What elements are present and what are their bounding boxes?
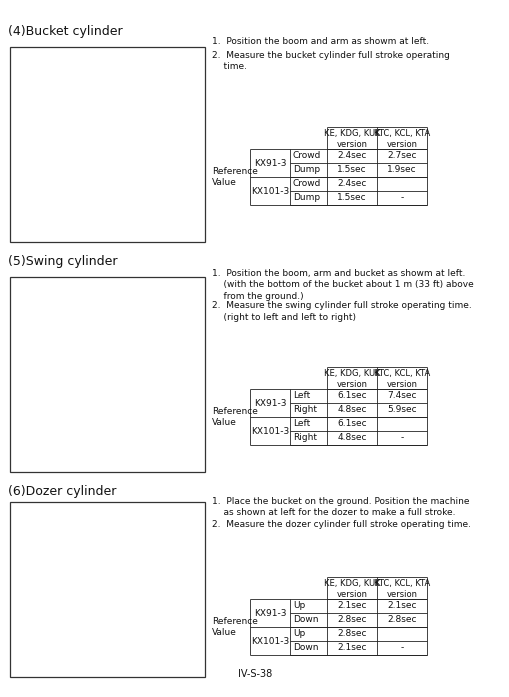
Text: (6)Dozer cylinder: (6)Dozer cylinder — [8, 485, 116, 498]
Text: Right: Right — [293, 406, 317, 415]
Text: KX101-3: KX101-3 — [250, 636, 289, 645]
Text: 2.  Measure the swing cylinder full stroke operating time.
    (right to left an: 2. Measure the swing cylinder full strok… — [212, 302, 471, 322]
Text: 2.4sec: 2.4sec — [336, 180, 366, 188]
Bar — [10, 502, 205, 677]
Text: (4)Bucket cylinder: (4)Bucket cylinder — [8, 25, 122, 38]
Text: KX101-3: KX101-3 — [250, 427, 289, 436]
Text: 6.1sec: 6.1sec — [336, 392, 366, 401]
Text: 5.9sec: 5.9sec — [386, 406, 416, 415]
Bar — [10, 277, 205, 472]
Text: 4.8sec: 4.8sec — [336, 406, 366, 415]
Text: KX91-3: KX91-3 — [253, 158, 286, 167]
Text: 2.8sec: 2.8sec — [336, 615, 366, 625]
Text: 2.1sec: 2.1sec — [336, 643, 366, 652]
Text: Down: Down — [293, 643, 318, 652]
Text: KTC, KCL, KTA
version: KTC, KCL, KTA version — [373, 579, 429, 599]
Text: 2.1sec: 2.1sec — [336, 602, 366, 611]
Text: Crowd: Crowd — [293, 180, 321, 188]
Text: -: - — [400, 643, 403, 652]
Text: -: - — [400, 434, 403, 443]
Text: KX101-3: KX101-3 — [250, 187, 289, 195]
Text: 2.7sec: 2.7sec — [386, 151, 416, 160]
Text: 2.8sec: 2.8sec — [386, 615, 416, 625]
Text: KE, KDG, KUK
version: KE, KDG, KUK version — [323, 129, 380, 149]
Text: 2.  Measure the dozer cylinder full stroke operating time.: 2. Measure the dozer cylinder full strok… — [212, 520, 470, 529]
Text: 7.4sec: 7.4sec — [386, 392, 416, 401]
Text: 1.9sec: 1.9sec — [386, 165, 416, 174]
Text: Reference
Value: Reference Value — [212, 167, 258, 187]
Text: -: - — [400, 194, 403, 203]
Text: Dump: Dump — [293, 194, 320, 203]
Text: 1.  Position the boom and arm as showm at left.: 1. Position the boom and arm as showm at… — [212, 37, 428, 46]
Text: KTC, KCL, KTA
version: KTC, KCL, KTA version — [373, 129, 429, 149]
Text: Right: Right — [293, 434, 317, 443]
Text: 4.8sec: 4.8sec — [336, 434, 366, 443]
Text: KX91-3: KX91-3 — [253, 399, 286, 408]
Text: 2.1sec: 2.1sec — [386, 602, 416, 611]
Text: Crowd: Crowd — [293, 151, 321, 160]
Text: 1.5sec: 1.5sec — [336, 194, 366, 203]
Text: 1.  Position the boom, arm and bucket as showm at left.
    (with the bottom of : 1. Position the boom, arm and bucket as … — [212, 269, 473, 301]
Text: KE, KDG, KUK
version: KE, KDG, KUK version — [323, 369, 380, 390]
Text: Reference
Value: Reference Value — [212, 617, 258, 637]
Text: 1.  Place the bucket on the ground. Position the machine
    as shown at left fo: 1. Place the bucket on the ground. Posit… — [212, 497, 469, 517]
Text: 2.  Measure the bucket cylinder full stroke operating
    time.: 2. Measure the bucket cylinder full stro… — [212, 50, 449, 71]
Text: Up: Up — [293, 602, 305, 611]
Text: KX91-3: KX91-3 — [253, 608, 286, 618]
Text: Dump: Dump — [293, 165, 320, 174]
Text: Left: Left — [293, 392, 309, 401]
Text: Left: Left — [293, 420, 309, 429]
Text: Up: Up — [293, 629, 305, 638]
Text: 1.5sec: 1.5sec — [336, 165, 366, 174]
Text: 2.8sec: 2.8sec — [336, 629, 366, 638]
Text: Down: Down — [293, 615, 318, 625]
Text: IV-S-38: IV-S-38 — [237, 669, 272, 679]
Text: KTC, KCL, KTA
version: KTC, KCL, KTA version — [373, 369, 429, 390]
Text: (5)Swing cylinder: (5)Swing cylinder — [8, 255, 117, 268]
Text: 6.1sec: 6.1sec — [336, 420, 366, 429]
Text: 2.4sec: 2.4sec — [336, 151, 366, 160]
Text: Reference
Value: Reference Value — [212, 407, 258, 427]
Text: KE, KDG, KUK
version: KE, KDG, KUK version — [323, 579, 380, 599]
Bar — [10, 47, 205, 242]
